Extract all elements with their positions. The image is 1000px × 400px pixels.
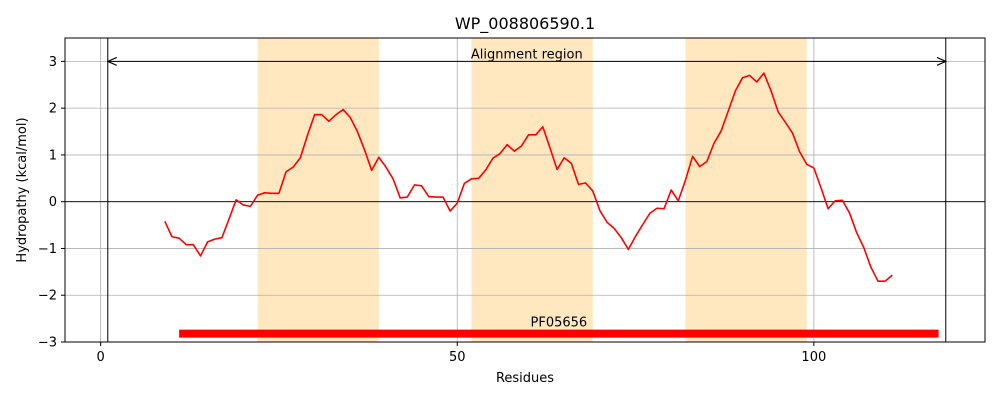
shaded-region <box>471 38 593 342</box>
y-tick-label: −1 <box>38 242 57 257</box>
hydropathy-line <box>164 72 893 283</box>
x-axis-ticks: 0 50 100 <box>97 342 826 365</box>
shaded-region <box>257 38 379 342</box>
shaded-region <box>685 38 807 342</box>
chart-title: WP_008806590.1 <box>455 14 595 34</box>
plot-area <box>65 38 985 342</box>
shaded-regions <box>257 38 807 342</box>
y-tick-label: 1 <box>49 148 57 163</box>
x-axis-label: Residues <box>496 371 554 386</box>
reference-lines <box>65 38 985 342</box>
x-tick-label: 100 <box>801 350 826 365</box>
y-tick-label: 2 <box>49 102 57 117</box>
series-layer <box>164 72 893 283</box>
x-tick-label: 50 <box>449 350 466 365</box>
y-tick-label: −2 <box>38 289 57 304</box>
y-tick-label: 0 <box>49 195 57 210</box>
alignment-region-label: Alignment region <box>471 47 583 62</box>
y-tick-label: −3 <box>38 336 57 351</box>
y-axis-label: Hydropathy (kcal/mol) <box>15 117 30 262</box>
x-tick-label: 0 <box>97 350 105 365</box>
domain-label: PF05656 <box>531 316 588 331</box>
plot-frame <box>64 37 986 343</box>
y-tick-label: 3 <box>49 55 57 70</box>
y-axis-ticks: −3 −2 −1 0 1 2 3 <box>38 55 65 351</box>
